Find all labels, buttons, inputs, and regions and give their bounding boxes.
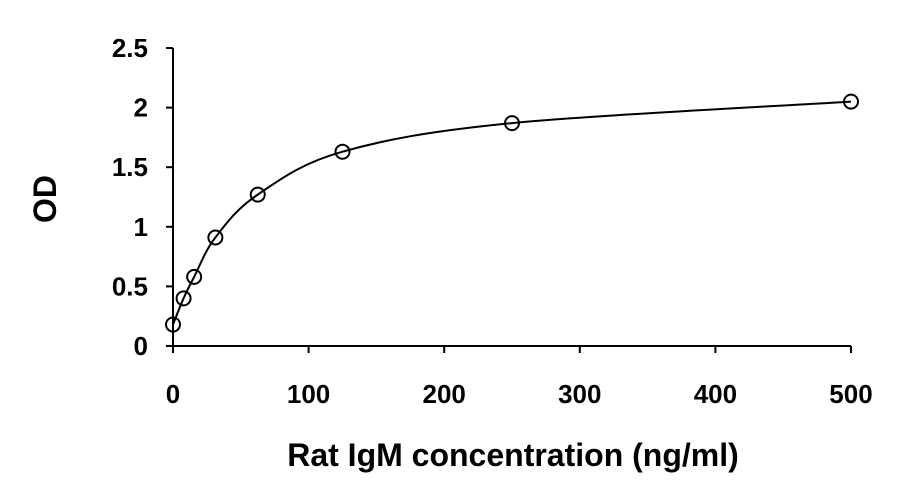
axis-labels: Rat IgM concentration (ng/ml) OD <box>27 175 739 473</box>
data-point <box>175 290 192 307</box>
x-tick-label: 300 <box>558 379 601 409</box>
data-point <box>207 229 224 246</box>
x-tick-label: 500 <box>829 379 872 409</box>
x-tick-label: 400 <box>694 379 737 409</box>
y-tick-label: 2 <box>134 93 148 123</box>
y-tick-label: 0.5 <box>112 271 148 301</box>
y-axis-title: OD <box>27 175 63 223</box>
x-tick-label: 0 <box>166 379 180 409</box>
data-point <box>504 115 520 132</box>
data-point <box>186 268 203 285</box>
data-point <box>334 143 351 160</box>
y-tick-label: 2.5 <box>112 33 148 63</box>
data-point <box>843 93 859 110</box>
x-axis-title: Rat IgM concentration (ng/ml) <box>287 437 739 473</box>
plot-area <box>165 93 859 333</box>
y-tick-label: 1.5 <box>112 152 148 182</box>
fit-curve <box>172 100 852 325</box>
x-tick-label: 200 <box>423 379 466 409</box>
y-tick-label: 0 <box>134 331 148 361</box>
y-tick-label: 1 <box>134 212 148 242</box>
data-point <box>249 186 266 203</box>
axes: 0 0.5 1 1.5 2 2.5 0 100 200 300 400 500 <box>112 33 873 409</box>
x-tick-label: 100 <box>287 379 330 409</box>
